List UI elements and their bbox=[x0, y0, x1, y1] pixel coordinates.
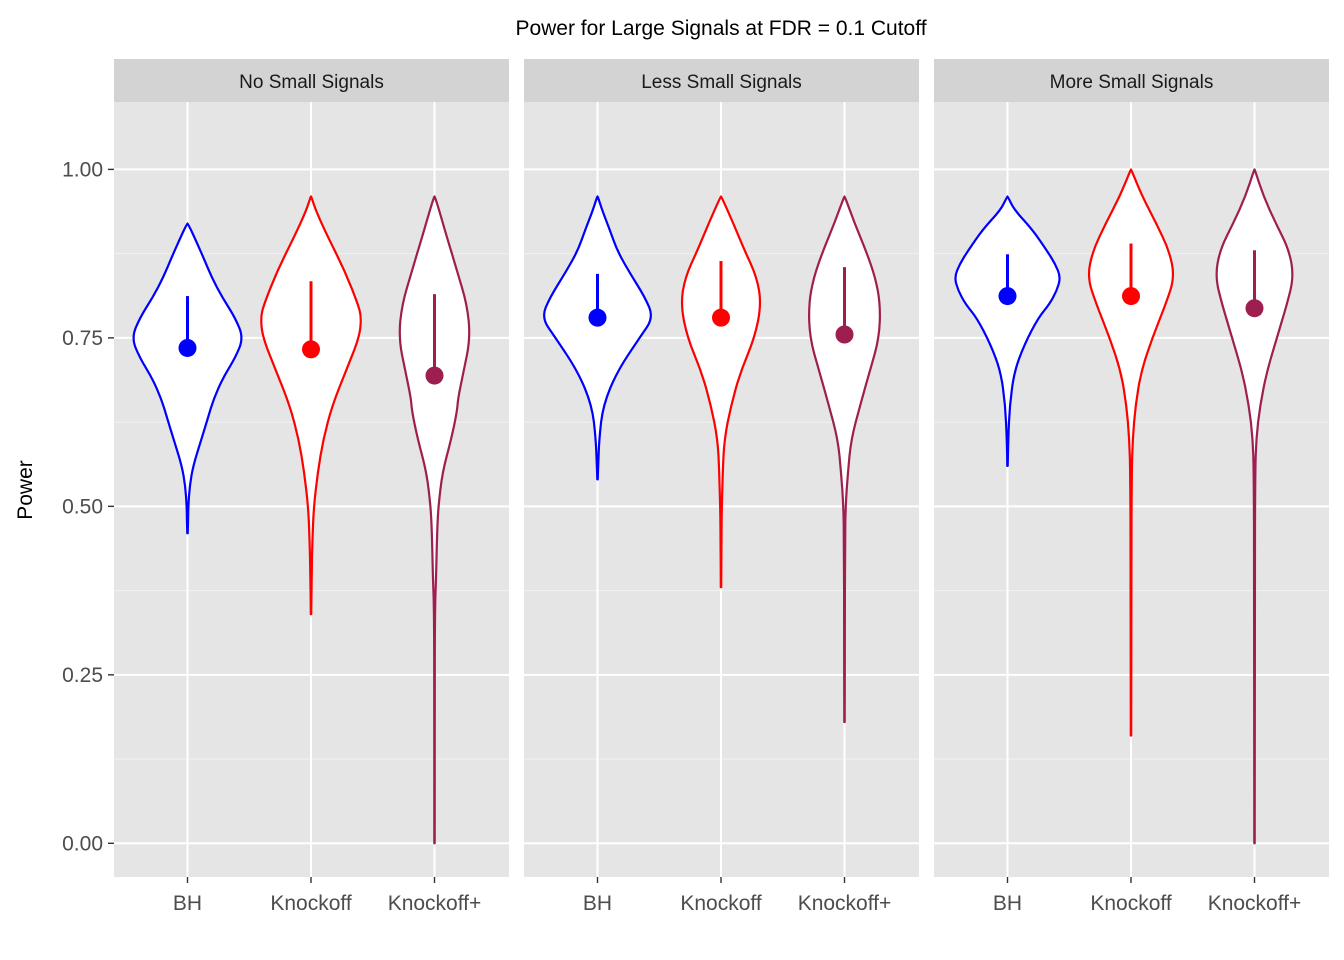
chart-title: Power for Large Signals at FDR = 0.1 Cut… bbox=[515, 17, 926, 40]
mean-point bbox=[1122, 287, 1140, 306]
violin-shape bbox=[398, 195, 471, 845]
violin-shape bbox=[1215, 168, 1294, 845]
mean-point bbox=[588, 308, 607, 327]
facet-panel: No Small Signals BH Knockoff Knockoff+ bbox=[114, 59, 509, 915]
x-tick-label: BH bbox=[173, 892, 202, 915]
facet-strip bbox=[934, 59, 1329, 102]
facet-strip-label: No Small Signals bbox=[239, 72, 384, 93]
x-tick-label: BH bbox=[583, 892, 612, 915]
x-tick-label: Knockoff bbox=[680, 892, 761, 915]
mean-point bbox=[302, 340, 320, 359]
violin-shape bbox=[260, 195, 362, 616]
y-tick-label: 0.25 bbox=[62, 664, 103, 687]
facet-strip-label: More Small Signals bbox=[1050, 72, 1214, 93]
facet-strip-label: Less Small Signals bbox=[641, 72, 802, 93]
y-tick-label: 0.75 bbox=[62, 327, 103, 350]
y-axis-title: Power bbox=[14, 460, 37, 520]
x-tick-label: Knockoff+ bbox=[388, 892, 482, 915]
y-tick-label: 0.50 bbox=[62, 495, 103, 518]
facet-panel: Less Small Signals BH Knockoff Knockoff+ bbox=[524, 59, 919, 915]
y-tick-label: 0.00 bbox=[62, 832, 103, 855]
mean-point bbox=[425, 366, 444, 385]
facet-strip bbox=[524, 59, 919, 102]
facet-panel: More Small Signals BH Knockoff Knockoff+ bbox=[934, 59, 1329, 915]
violin-shape bbox=[1087, 168, 1175, 737]
mean-point bbox=[712, 308, 730, 327]
mean-point bbox=[998, 287, 1017, 306]
x-tick-label: Knockoff bbox=[1090, 892, 1171, 915]
x-tick-label: Knockoff bbox=[270, 892, 351, 915]
facet-strip bbox=[114, 59, 509, 102]
mean-point bbox=[1245, 299, 1264, 318]
x-tick-label: Knockoff+ bbox=[798, 892, 892, 915]
violin-shape bbox=[543, 195, 652, 481]
violin-shape bbox=[954, 195, 1061, 467]
violin-shape bbox=[808, 195, 881, 724]
y-tick-label: 1.00 bbox=[62, 158, 103, 181]
x-tick-label: Knockoff+ bbox=[1208, 892, 1302, 915]
y-axis: 0.00 0.25 0.50 0.75 1.00 bbox=[62, 158, 114, 855]
mean-point bbox=[835, 325, 854, 344]
violin-shape bbox=[680, 195, 762, 589]
mean-point bbox=[178, 338, 197, 357]
x-tick-label: BH bbox=[993, 892, 1022, 915]
violin-shape bbox=[132, 222, 243, 535]
